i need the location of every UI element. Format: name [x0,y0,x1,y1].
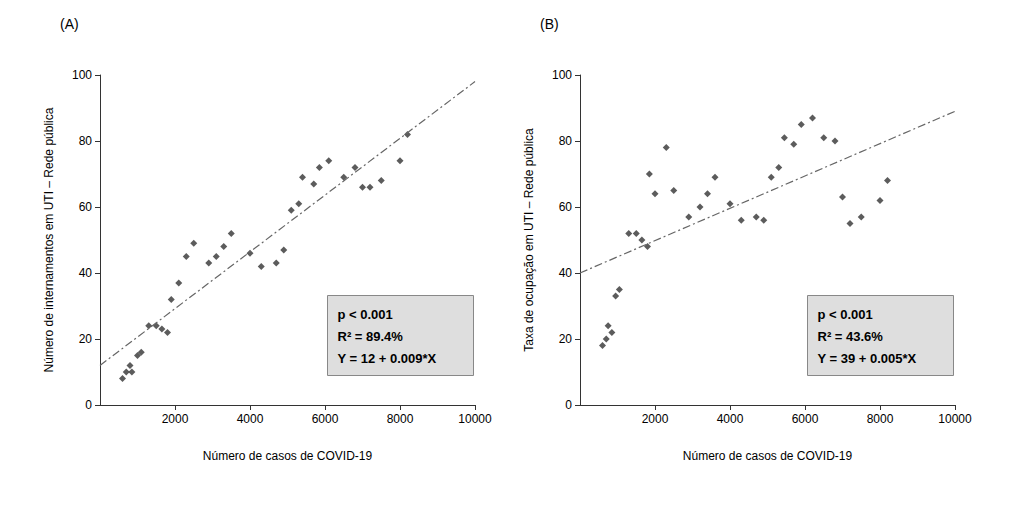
svg-text:(B): (B) [540,16,559,32]
svg-text:60: 60 [79,200,93,214]
svg-text:10000: 10000 [938,412,972,426]
svg-text:R² = 43.6%: R² = 43.6% [818,329,884,344]
svg-text:2000: 2000 [642,412,669,426]
svg-text:4000: 4000 [717,412,744,426]
svg-text:(A): (A) [60,16,79,32]
svg-text:0: 0 [85,398,92,412]
svg-text:p < 0.001: p < 0.001 [818,307,873,322]
svg-text:40: 40 [559,266,573,280]
svg-text:10000: 10000 [458,412,492,426]
svg-text:2000: 2000 [162,412,189,426]
svg-text:Taxa de ocupação em UTI – Rede: Taxa de ocupação em UTI – Rede pública [522,128,536,352]
svg-text:R² = 89.4%: R² = 89.4% [338,329,404,344]
svg-text:60: 60 [559,200,573,214]
svg-text:8000: 8000 [867,412,894,426]
svg-text:Número de internamentos em UTI: Número de internamentos em UTI – Rede pú… [42,107,56,372]
svg-text:80: 80 [559,134,573,148]
svg-text:Y = 12 + 0.009*X: Y = 12 + 0.009*X [338,351,437,366]
svg-text:Número de casos de COVID-19: Número de casos de COVID-19 [683,449,853,463]
svg-text:20: 20 [79,332,93,346]
svg-text:80: 80 [79,134,93,148]
svg-text:4000: 4000 [237,412,264,426]
svg-text:p < 0.001: p < 0.001 [338,307,393,322]
svg-text:Y = 39 + 0.005*X: Y = 39 + 0.005*X [818,351,917,366]
svg-text:20: 20 [559,332,573,346]
svg-text:100: 100 [72,68,92,82]
svg-text:8000: 8000 [387,412,414,426]
svg-text:40: 40 [79,266,93,280]
svg-text:100: 100 [552,68,572,82]
svg-text:6000: 6000 [792,412,819,426]
svg-text:6000: 6000 [312,412,339,426]
svg-text:Número de casos de COVID-19: Número de casos de COVID-19 [203,449,373,463]
svg-text:0: 0 [565,398,572,412]
